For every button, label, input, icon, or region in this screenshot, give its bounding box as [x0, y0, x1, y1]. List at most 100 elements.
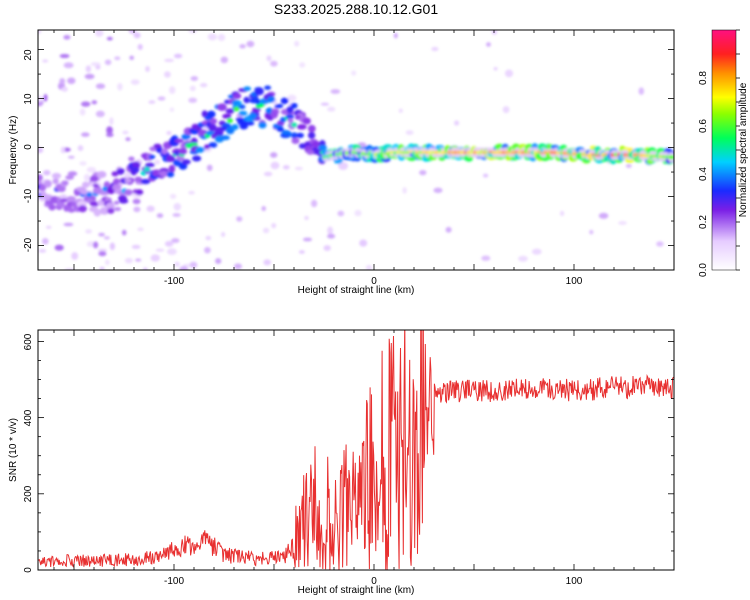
- spectrogram-cell: [168, 164, 176, 173]
- spectrogram-cell: [90, 62, 101, 67]
- spectrogram-cell: [481, 255, 491, 261]
- spectrogram-cell: [618, 221, 627, 225]
- spectrogram-cell: [135, 189, 144, 195]
- spectrogram-cell: [206, 164, 213, 172]
- spectrogram-cell: [106, 126, 113, 135]
- spectrogram-cell: [231, 100, 240, 106]
- colorbar-tick-label: 0.6: [698, 119, 709, 133]
- spectrogram-cell: [159, 170, 168, 178]
- spectrogram-y-axis: 20 10 0 -10 -20: [23, 49, 34, 252]
- spectrogram-cell: [294, 166, 303, 171]
- spectrogram-cell: [173, 202, 182, 211]
- spectrogram-cell: [276, 127, 285, 132]
- spectrogram-cell: [282, 130, 290, 135]
- spectrogram-cell: [215, 258, 222, 265]
- spectrogram-cell: [518, 255, 528, 262]
- spectrogram-cell: [95, 83, 106, 89]
- spectrogram-cell: [130, 79, 140, 85]
- spectrogram-cell: [204, 246, 211, 254]
- spectrogram-cell: [131, 244, 141, 249]
- spectrogram-cell: [207, 110, 216, 118]
- spectrogram-cell: [265, 107, 274, 114]
- spectrogram-cell: [209, 118, 218, 125]
- spectrogram-cell: [169, 193, 177, 199]
- spectrogram-cell: [50, 196, 59, 204]
- snr-x-axis: -100 0 100: [164, 576, 583, 587]
- spectrogram-cell: [79, 188, 88, 195]
- spectrogram-cell: [109, 117, 114, 126]
- spectrogram-y-label: Frequency (Hz): [8, 116, 19, 185]
- spectrogram-cell: [143, 267, 148, 270]
- spectrogram-cell: [270, 152, 278, 158]
- spectrogram-cell: [291, 137, 300, 145]
- spectrogram-cell: [188, 97, 198, 103]
- spectrogram-cell: [201, 110, 208, 118]
- spectrogram-cell: [327, 106, 336, 112]
- spectrogram-cell: [77, 145, 84, 152]
- spectrogram-cell: [225, 108, 235, 114]
- spectrogram-cell: [124, 172, 131, 179]
- spectrogram-cell: [233, 263, 243, 270]
- spectrogram-cell: [168, 141, 179, 147]
- spectrogram-cell: [302, 117, 311, 125]
- snr-y-label: SNR (10 * v/v): [8, 418, 19, 482]
- spectrogram-cell: [282, 165, 290, 170]
- spectrogram-cell: [220, 135, 230, 141]
- spectrogram-cell: [208, 142, 218, 148]
- spectrogram-cell: [296, 124, 307, 130]
- spectrogram-cell: [38, 30, 42, 34]
- spectrogram-cell: [267, 96, 276, 103]
- spectrogram-cell: [454, 120, 460, 126]
- spectrogram-cell: [222, 113, 232, 119]
- spectrogram-cell: [124, 189, 133, 196]
- spectrogram-cell: [231, 124, 239, 131]
- spectrogram-cell: [433, 187, 443, 194]
- spectrogram-cell: [80, 101, 91, 107]
- spectrogram-cell: [166, 130, 172, 136]
- spectrogram-cell: [81, 181, 90, 189]
- snr-x-tick-label: 0: [371, 576, 377, 587]
- spectrogram-cell: [122, 130, 129, 135]
- spectrogram-cell: [298, 250, 305, 254]
- spectrogram-cell: [280, 97, 289, 105]
- spectrogram-cell: [105, 132, 114, 137]
- spectrogram-cell: [137, 227, 144, 232]
- spectrogram-cell: [95, 110, 105, 118]
- spectrogram-cell: [208, 123, 217, 132]
- spectrogram-cell: [249, 112, 257, 120]
- spectrogram-cell: [111, 171, 119, 177]
- spectrogram-cell: [239, 104, 246, 110]
- spectrogram-cell: [330, 89, 341, 94]
- spectrogram-cell: [178, 147, 188, 155]
- spectrogram-cell: [264, 85, 272, 90]
- spectrogram-cell: [173, 159, 182, 167]
- spectrogram-y-tick-label: -10: [23, 188, 34, 203]
- spectrogram-cell: [270, 161, 280, 170]
- snr-x-tick-label: 100: [566, 576, 583, 587]
- spectrogram-cell: [38, 248, 47, 253]
- spectrogram-cell: [239, 122, 249, 130]
- spectrogram-x-axis: -100 0 100: [164, 276, 583, 287]
- spectrogram-cell: [306, 149, 315, 155]
- spectrogram-cell: [104, 59, 112, 66]
- spectrogram-cell: [135, 258, 142, 262]
- spectrogram-cell: [291, 132, 298, 139]
- snr-panel: -100 0 100 0 200 400 600 Height of strai…: [8, 329, 675, 596]
- spectrogram-cell: [493, 66, 498, 71]
- spectrogram-cell: [61, 180, 69, 186]
- colorbar-tick-label: 0.4: [698, 167, 709, 181]
- spectrogram-y-tick-label: 0: [23, 144, 34, 150]
- spectrogram-cell: [486, 42, 491, 47]
- spectrogram-cell: [154, 159, 161, 165]
- spectrogram-cell: [140, 178, 151, 185]
- spectrogram-cell: [304, 215, 309, 221]
- spectrogram-cell: [258, 121, 267, 129]
- spectrogram-cell: [405, 130, 414, 135]
- spectrogram-cell: [217, 33, 226, 42]
- spectrogram-cell: [178, 162, 188, 170]
- spectrogram-cell: [174, 138, 184, 143]
- spectrogram-cell: [299, 62, 306, 68]
- spectrogram-x-tick-label: -100: [164, 276, 184, 287]
- spectrogram-cell: [96, 171, 107, 178]
- spectrogram-cell: [153, 143, 162, 149]
